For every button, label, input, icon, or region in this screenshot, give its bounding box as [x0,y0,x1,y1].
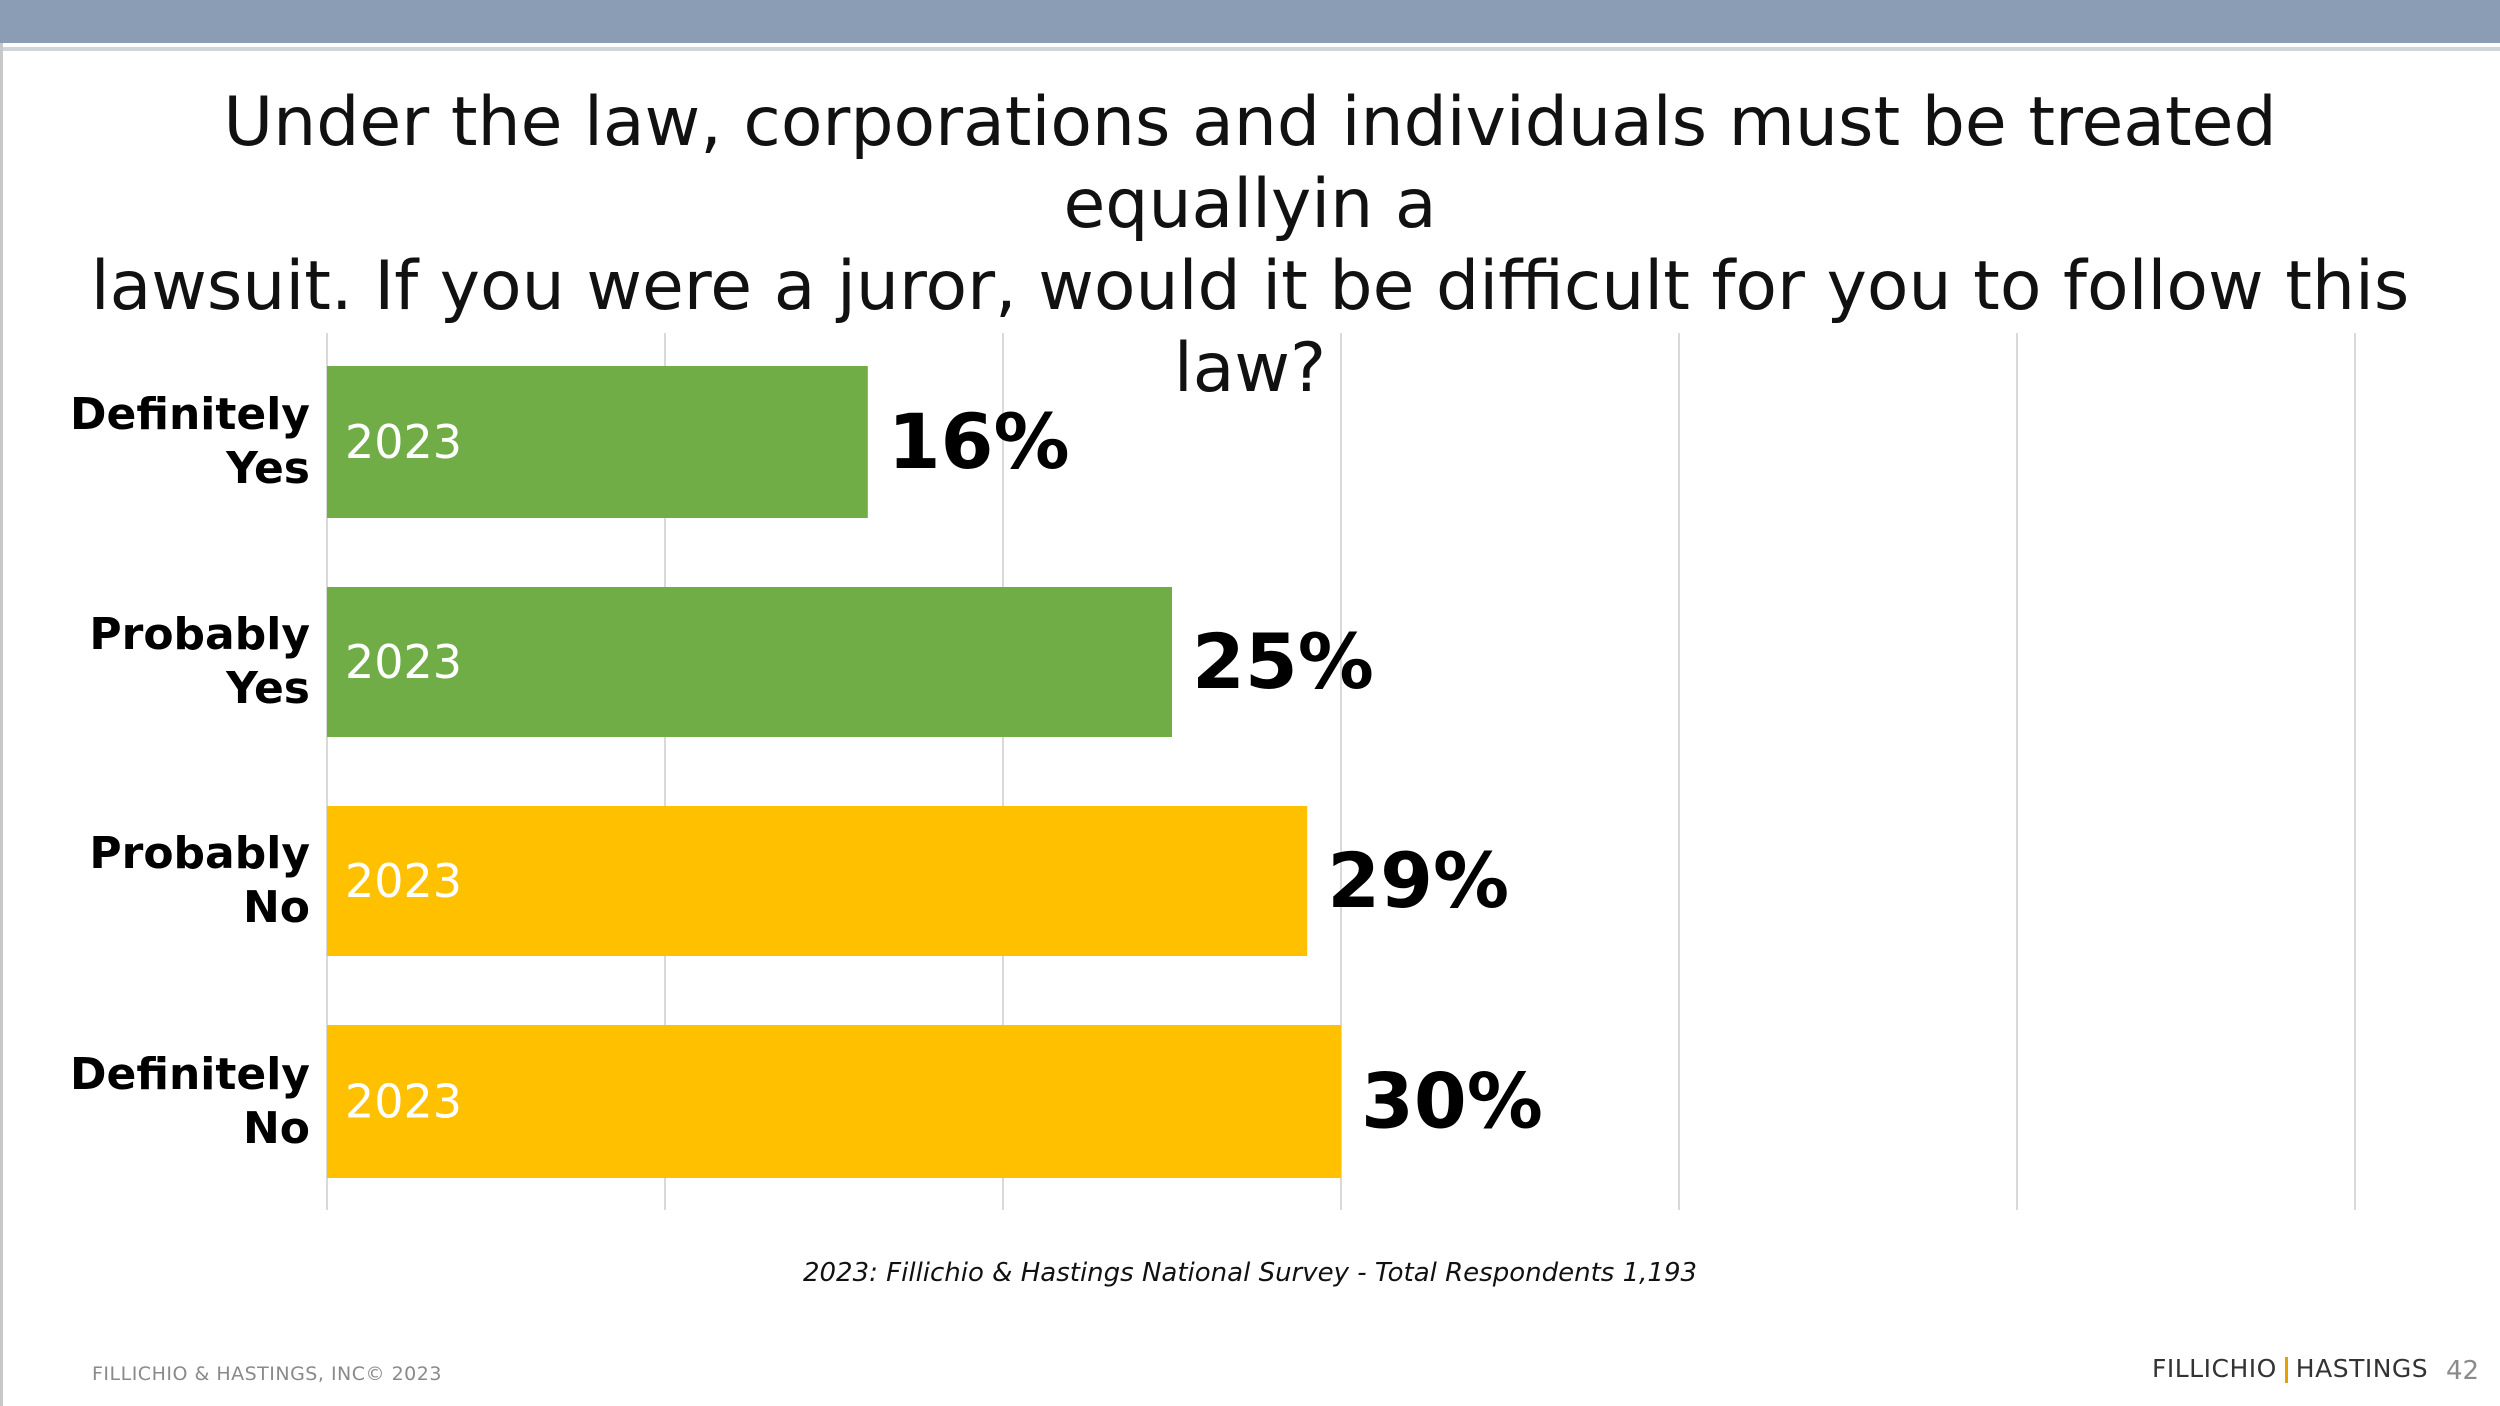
category-label-line: Definitely [69,1048,310,1100]
brand-left-text: FILLICHIO [2152,1354,2277,1383]
category-label: Definitely No [40,1048,310,1156]
header-band [0,0,2500,43]
category-label-line: Probably [89,828,310,879]
header-divider [0,47,2500,51]
slide-left-border [0,43,3,1406]
bar [327,1025,1341,1178]
category-label-line: Probably [89,609,310,660]
category-label-line: No [242,882,310,933]
category-label: Probably No [40,827,310,935]
bar-year-label: 2023 [345,854,462,908]
slide-title: Under the law, corporations and individu… [60,82,2440,410]
source-note: 2023: Fillichio & Hastings National Surv… [802,1258,1698,1288]
data-label: 30% [1361,1057,1543,1146]
page-number: 42 [2446,1356,2480,1386]
category-label-line: No [242,1102,310,1154]
data-label: 25% [1192,617,1374,706]
bar [327,806,1308,956]
bar-year-label: 2023 [345,635,462,689]
title-line-1: Under the law, corporations and individu… [223,83,2277,244]
bar-year-label: 2023 [345,1075,462,1129]
bar-year-label: 2023 [345,415,462,469]
category-label: Probably Yes [40,608,310,716]
category-label-line: Definitely [69,389,310,440]
brand-logo: FILLICHIO HASTINGS [2152,1354,2428,1383]
data-label: 16% [888,397,1070,486]
category-label-line: Yes [226,663,310,714]
copyright-text: FILLICHIO & HASTINGS, INC© 2023 [92,1363,442,1385]
category-label-line: Yes [226,443,310,494]
data-label: 29% [1327,836,1509,925]
brand-separator [2284,1357,2288,1383]
bar [327,587,1172,737]
title-line-2: lawsuit. If you were a juror, would it b… [90,247,2410,408]
category-label: Definitely Yes [40,388,310,496]
bar [327,366,868,518]
brand-right-text: HASTINGS [2295,1354,2429,1383]
